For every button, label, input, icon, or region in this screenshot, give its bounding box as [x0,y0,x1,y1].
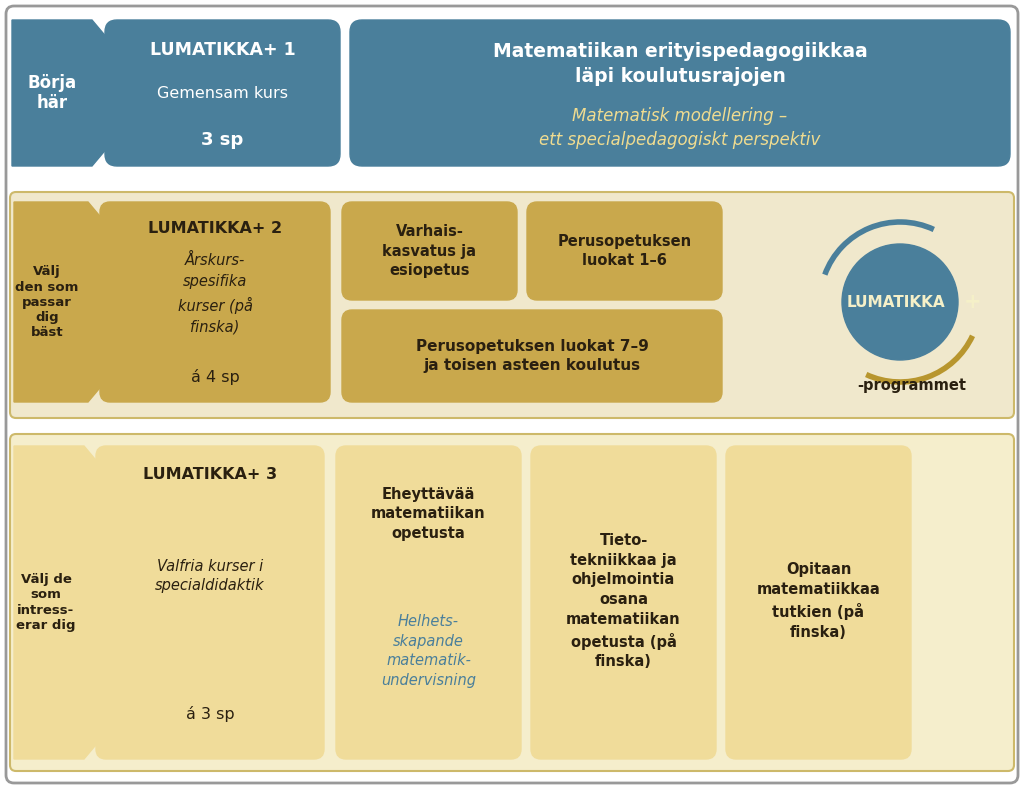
Text: Välj
den som
passar
dig
bäst: Välj den som passar dig bäst [15,266,79,338]
Text: Matematisk modellering –
ett specialpedagogiskt perspektiv: Matematisk modellering – ett specialpeda… [540,107,820,149]
Text: 3 sp: 3 sp [202,131,244,149]
Text: LUMATIKKA+ 1: LUMATIKKA+ 1 [150,41,295,59]
FancyBboxPatch shape [105,20,340,166]
Text: Valfria kurser i
specialdidaktik: Valfria kurser i specialdidaktik [156,559,265,593]
Text: Varhais-
kasvatus ja
esiopetus: Varhais- kasvatus ja esiopetus [383,224,476,278]
FancyBboxPatch shape [336,446,521,759]
FancyBboxPatch shape [10,434,1014,771]
Text: LUMATIKKA+ 2: LUMATIKKA+ 2 [147,220,282,235]
FancyBboxPatch shape [726,446,911,759]
Text: á 3 sp: á 3 sp [185,706,234,722]
Text: Opitaan
matematiikkaa
tutkien (på
finska): Opitaan matematiikkaa tutkien (på finska… [757,563,881,640]
Text: Årskurs-
spesifika
kurser (på
finska): Årskurs- spesifika kurser (på finska) [177,253,253,335]
FancyBboxPatch shape [100,202,330,402]
FancyBboxPatch shape [342,202,517,300]
Text: Börja
här: Börja här [28,73,77,112]
Text: Gemensam kurs: Gemensam kurs [157,85,288,100]
FancyBboxPatch shape [10,192,1014,418]
FancyBboxPatch shape [527,202,722,300]
Text: +: + [964,292,982,312]
Polygon shape [14,202,172,402]
FancyBboxPatch shape [96,446,324,759]
FancyBboxPatch shape [350,20,1010,166]
Text: LUMATIKKA: LUMATIKKA [847,294,945,309]
Text: Perusopetuksen luokat 7–9
ja toisen asteen koulutus: Perusopetuksen luokat 7–9 ja toisen aste… [416,338,648,373]
FancyBboxPatch shape [531,446,716,759]
Text: Eheyttävää
matematiikan
opetusta: Eheyttävää matematiikan opetusta [371,487,485,541]
FancyBboxPatch shape [6,6,1018,783]
Text: Helhets-
skapande
matematik-
undervisning: Helhets- skapande matematik- undervisnin… [381,614,476,688]
Polygon shape [14,446,215,759]
Circle shape [842,244,958,360]
Text: á 4 sp: á 4 sp [190,369,240,385]
Text: -programmet: -programmet [857,378,967,393]
Text: Matematiikan erityispedagogiikkaa
läpi koulutusrajojen: Matematiikan erityispedagogiikkaa läpi k… [493,42,867,86]
FancyBboxPatch shape [342,310,722,402]
Text: LUMATIKKA+ 3: LUMATIKKA+ 3 [143,466,278,481]
Polygon shape [12,20,154,166]
Text: Perusopetuksen
luokat 1–6: Perusopetuksen luokat 1–6 [557,234,691,268]
Text: Tieto-
tekniikkaa ja
ohjelmointia
osana
matematiikan
opetusta (på
finska): Tieto- tekniikkaa ja ohjelmointia osana … [566,533,681,669]
Text: Välj de
som
intress-
erar dig: Välj de som intress- erar dig [16,574,76,631]
